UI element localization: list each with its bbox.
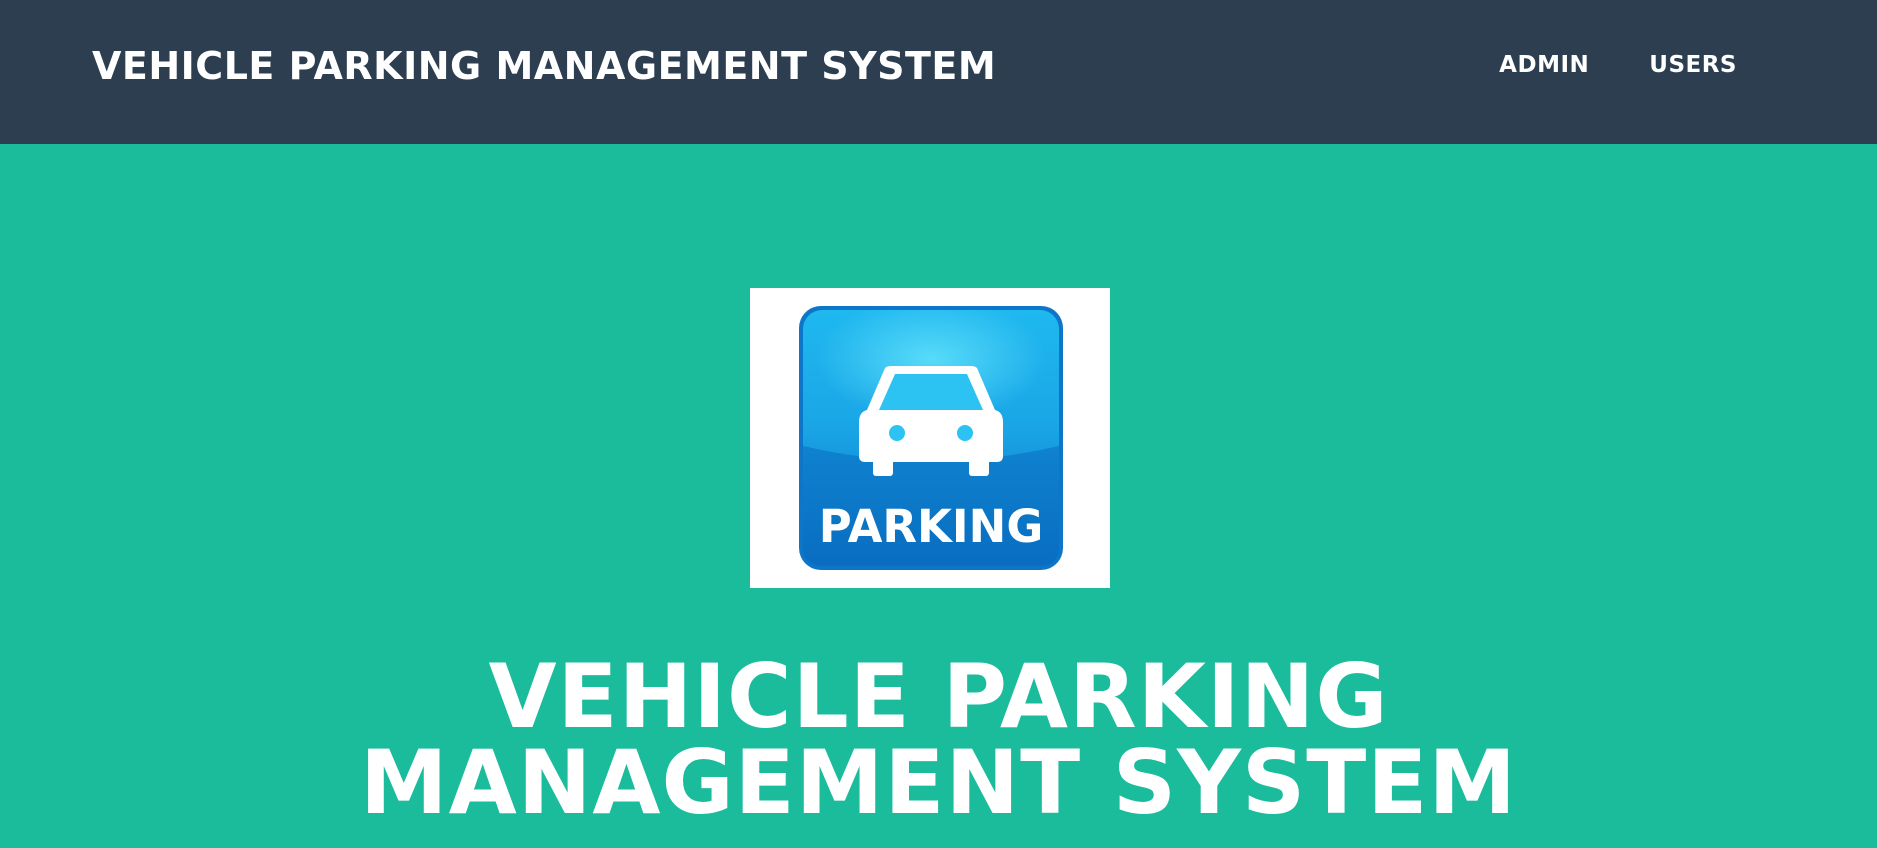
page-title-line-1: VEHICLE PARKING [488, 645, 1389, 748]
page-title-line-2: MANAGEMENT SYSTEM [360, 731, 1517, 834]
masthead: PARKING VEHICLE PARKING MANAGEMENT SYSTE… [0, 144, 1877, 848]
nav-links: ADMIN USERS [1499, 46, 1737, 84]
nav-link-admin[interactable]: ADMIN [1499, 52, 1590, 78]
nav-link-users[interactable]: USERS [1649, 52, 1737, 78]
navbar-brand[interactable]: VEHICLE PARKING MANAGEMENT SYSTEM [92, 44, 997, 88]
page-title: VEHICLE PARKING MANAGEMENT SYSTEM [0, 653, 1877, 827]
parking-logo: PARKING [750, 288, 1110, 588]
parking-logo-text: PARKING [819, 500, 1044, 553]
navbar: VEHICLE PARKING MANAGEMENT SYSTEM ADMIN … [0, 0, 1877, 144]
parking-car-icon: PARKING [799, 306, 1063, 570]
